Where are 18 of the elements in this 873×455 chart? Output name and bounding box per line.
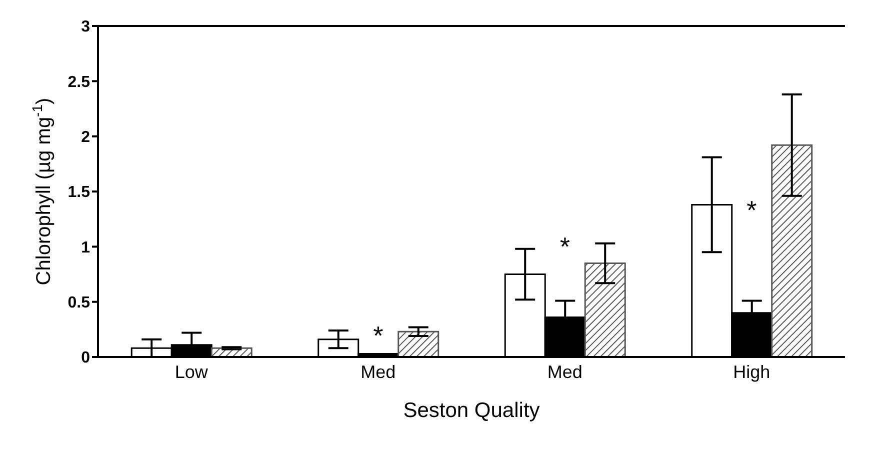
y-tick-label: 0 [81, 350, 90, 367]
y-tick-label: 1.5 [68, 184, 90, 202]
bar [584, 262, 626, 357]
y-tick-label: 2 [81, 129, 90, 146]
x-tick-label: High [733, 362, 770, 382]
x-axis-title: Seston Quality [403, 399, 540, 422]
y-tick-label: 2.5 [68, 74, 90, 91]
x-tick-label: Low [174, 362, 209, 382]
annotation: * [373, 320, 384, 351]
x-tick-label: Med [547, 362, 582, 382]
y-tick-label: 3 [81, 18, 90, 36]
annotation: * [746, 194, 757, 225]
y-tick-label: 1 [81, 239, 90, 256]
x-tick-label: Med [360, 362, 396, 382]
bar [771, 144, 813, 357]
bar [398, 330, 440, 357]
y-tick-label: 0.5 [68, 294, 90, 312]
annotation: * [560, 231, 570, 262]
